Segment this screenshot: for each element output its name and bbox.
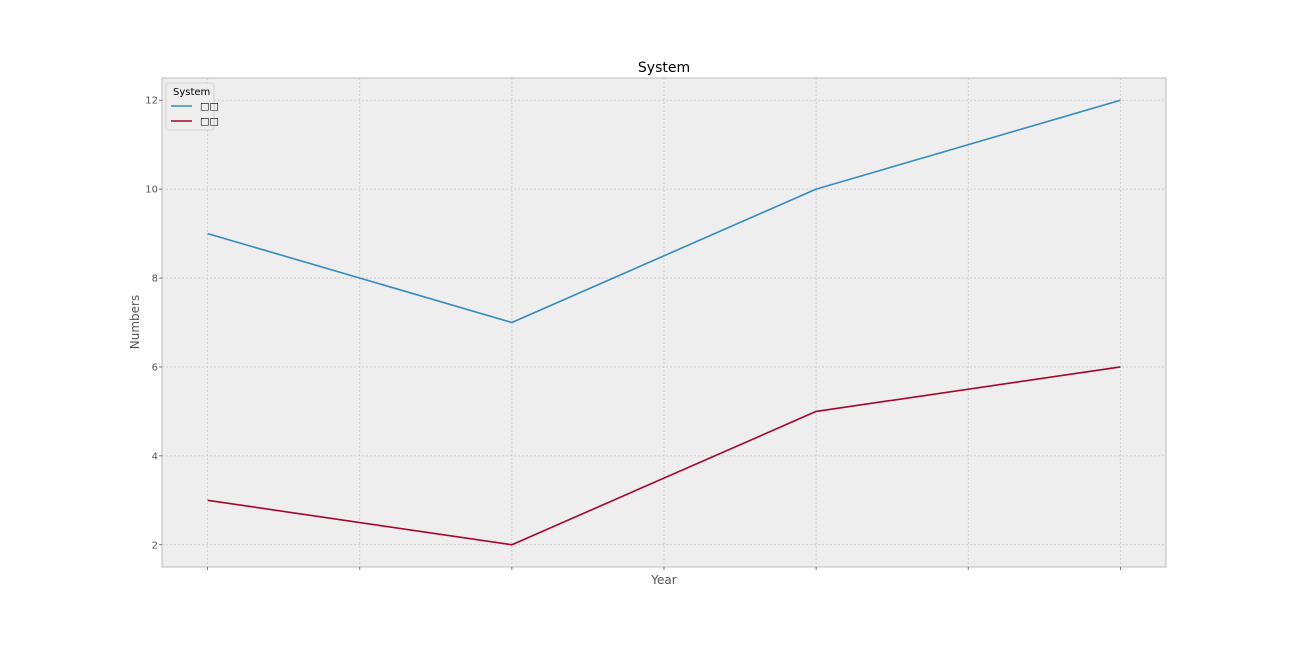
series-lines [207, 99, 1121, 546]
y-tick-label: 8 [152, 274, 158, 285]
legend: System □□ □□ [165, 82, 219, 131]
legend-label-1: □□ [200, 117, 219, 128]
y-axis-label: Numbers [128, 295, 142, 349]
ticks: 2 4 6 8 10 12 [145, 96, 1121, 570]
y-tick-label: 6 [152, 362, 158, 373]
y-tick-label: 10 [145, 185, 158, 196]
y-tick-label: 4 [152, 451, 158, 462]
series-line-1 [207, 366, 1121, 546]
legend-title: System [173, 87, 210, 98]
legend-label-0: □□ [200, 102, 219, 113]
y-tick-label: 2 [152, 540, 158, 551]
x-axis-label: Year [650, 573, 676, 587]
chart-title: System [638, 60, 690, 76]
y-tick-label: 12 [145, 96, 158, 107]
series-line-0 [207, 99, 1121, 324]
